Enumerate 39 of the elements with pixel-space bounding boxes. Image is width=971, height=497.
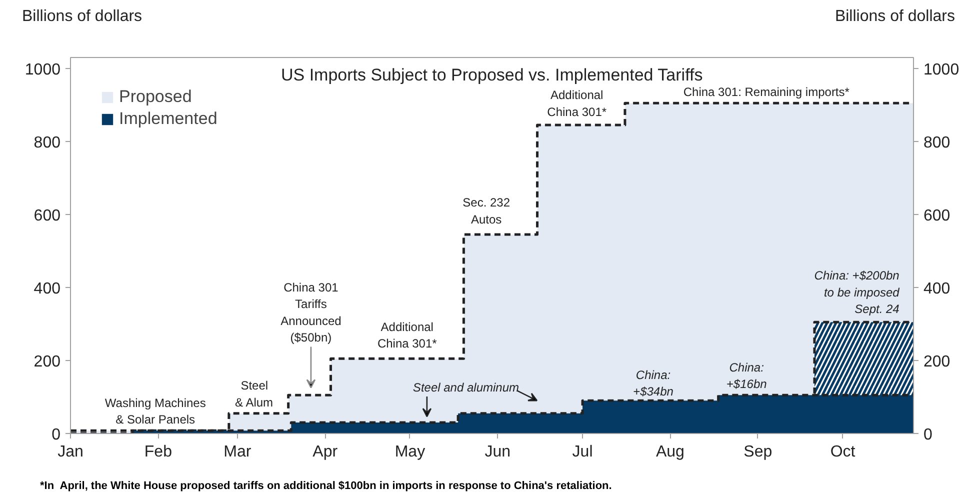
x-tick-label: May [394, 444, 426, 460]
x-tick-label: Apr [312, 444, 338, 460]
y2-tick-label: 1000 [924, 61, 960, 78]
text: *In April, the White House proposed tariffs on additional $100bn in imports in response to China's retaliation. [39, 479, 612, 494]
y2-tick-label: 600 [924, 207, 950, 224]
annotation: Washing Machines & Solar Panels [104, 396, 206, 427]
annotation: Sec. 232 Autos [462, 196, 510, 227]
y2-tick-label: 800 [924, 134, 950, 152]
x-tick-label: Jul [572, 444, 593, 460]
x-tick-label: Jan [58, 444, 84, 460]
y-axis-title: Billions of dollars [22, 7, 142, 27]
annotation: Additional China 301* [547, 88, 607, 120]
y2-tick-label: 0 [924, 426, 932, 444]
x-tick-label: Feb [144, 444, 172, 460]
annotation: Steel & Alum [235, 378, 274, 410]
y2-axis-title: Billions of dollars [834, 7, 955, 27]
y-tick-label: 200 [34, 353, 61, 370]
annotation: China 301 Tariffs Announced ($50bn) [280, 280, 342, 345]
y-tick-label: 0 [52, 426, 61, 444]
text: US Imports Subject to Proposed vs. Implemented Tariffs [280, 66, 703, 84]
annotation: China: +$16bn [726, 360, 768, 392]
x-tick-label: Jun [484, 444, 511, 460]
annotation: China 301: Remaining imports* [683, 85, 850, 100]
y-tick-label: 1000 [24, 61, 61, 78]
annotation: China: +$200bn to be imposed Sept. 24 [814, 268, 900, 316]
x-tick-label: Mar [224, 444, 252, 460]
x-tick-label: Oct [830, 444, 856, 460]
legend-label: Implemented [119, 109, 218, 129]
legend-label: Proposed [119, 87, 192, 107]
y2-tick-label: 400 [924, 280, 950, 298]
y-tick-label: 600 [34, 207, 61, 224]
annotation: Additional China 301* [377, 320, 438, 351]
y-tick-label: 400 [34, 280, 61, 298]
annotation: Steel and aluminum [412, 380, 519, 395]
annotation: China: +$34bn [633, 368, 674, 399]
y2-tick-label: 200 [924, 353, 950, 370]
x-tick-label: Aug [656, 444, 684, 460]
x-tick-label: Sep [744, 444, 772, 460]
y-tick-label: 800 [34, 134, 61, 152]
